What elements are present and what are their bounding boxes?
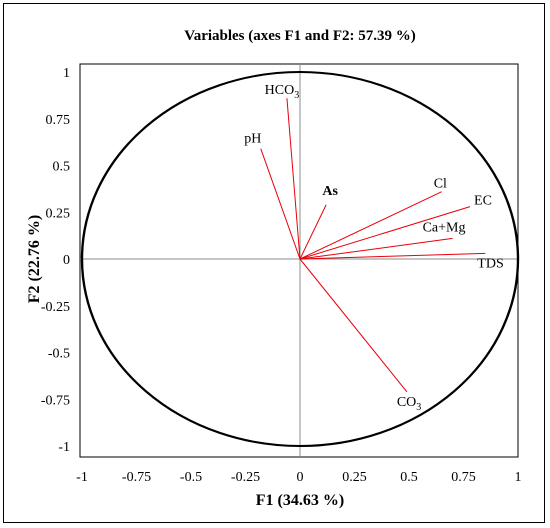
vector-co xyxy=(299,258,408,393)
variable-label-text: CO xyxy=(397,395,416,410)
variable-label-text: Ca+Mg xyxy=(423,220,466,235)
variable-label-ph: pH xyxy=(244,132,261,147)
variable-label-text: As xyxy=(322,184,338,199)
variable-label-hco: HCO3 xyxy=(265,83,300,101)
y-tick-label: -0.25 xyxy=(41,300,70,315)
x-axis-title: F1 (34.63 %) xyxy=(256,492,344,509)
vector-as xyxy=(299,204,327,260)
x-tick-label: 0.5 xyxy=(400,470,418,485)
variable-label-as: As xyxy=(322,184,338,199)
variable-label-text: Cl xyxy=(434,177,447,192)
x-tick-labels: -1 -0.75 -0.5 -0.25 0 0.25 0.5 0.75 1 xyxy=(76,470,521,485)
axis-lines xyxy=(80,64,518,457)
y-tick-labels: 1 0.75 0.5 0.25 0 -0.25 -0.5 -0.75 -1 xyxy=(41,66,70,455)
y-tick-label: 0.25 xyxy=(46,206,71,221)
variable-label-co: CO3 xyxy=(397,395,421,413)
x-tick-label: -1 xyxy=(76,470,88,485)
vector-hco xyxy=(286,98,301,260)
y-tick-label: -0.75 xyxy=(41,393,70,408)
vector-cl xyxy=(299,191,442,260)
variable-label-text: HCO xyxy=(265,83,295,98)
correlation-circle xyxy=(80,70,520,448)
x-tick-label: -0.5 xyxy=(180,470,202,485)
vector-ph xyxy=(260,148,301,260)
variable-label-subscript: 3 xyxy=(294,90,299,101)
y-tick-label: 1 xyxy=(63,66,70,81)
plot-area xyxy=(79,63,519,458)
x-tick-label: 0.25 xyxy=(342,470,367,485)
variable-label-subscript: 3 xyxy=(416,402,421,413)
x-tick-label: 1 xyxy=(515,470,522,485)
x-tick-label: 0 xyxy=(297,470,304,485)
y-tick-label: 0.5 xyxy=(53,160,71,175)
vector-tds xyxy=(299,252,486,260)
variable-label-ca-mg: Ca+Mg xyxy=(423,220,466,235)
vector-ca-mg xyxy=(299,237,453,260)
chart-frame xyxy=(3,3,545,523)
variable-vectors xyxy=(260,98,486,393)
variable-label-text: TDS xyxy=(477,256,503,271)
vector-ec xyxy=(299,206,471,260)
x-tick-label: 0.75 xyxy=(451,470,476,485)
y-tick-label: 0.75 xyxy=(46,113,71,128)
y-axis-title: F2 (22.76 %) xyxy=(26,215,43,303)
variable-label-text: EC xyxy=(474,194,492,209)
variable-label-tds: TDS xyxy=(477,256,503,271)
y-tick-label: 0 xyxy=(63,253,70,268)
variable-label-ec: EC xyxy=(474,194,492,209)
y-tick-label: -1 xyxy=(58,440,70,455)
y-tick-label: -0.5 xyxy=(48,347,70,362)
variable-label-cl: Cl xyxy=(434,177,447,192)
x-tick-label: -0.25 xyxy=(231,470,260,485)
chart-title: Variables (axes F1 and F2: 57.39 %) xyxy=(184,28,416,44)
variable-label-text: pH xyxy=(244,132,261,147)
x-tick-label: -0.75 xyxy=(122,470,151,485)
